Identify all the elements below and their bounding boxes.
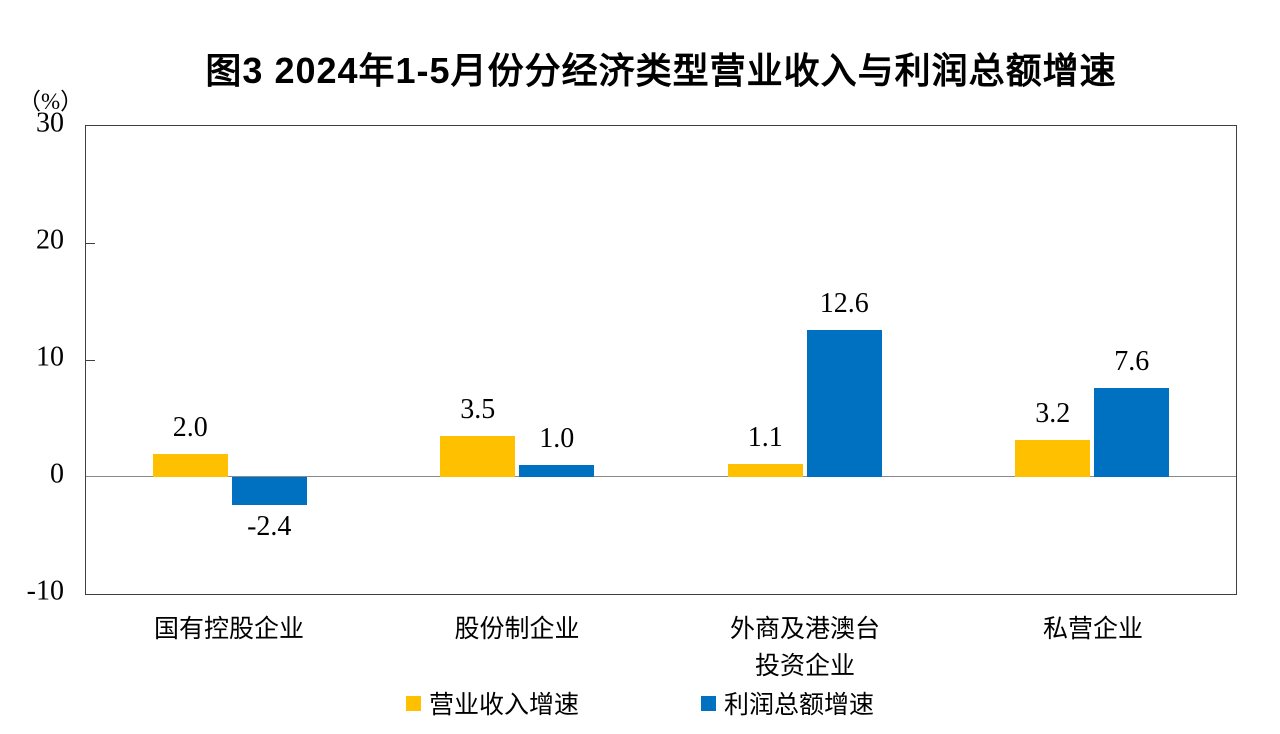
- bar-value-label: 3.5: [460, 394, 496, 426]
- x-category-label: 外商及港澳台 投资企业: [729, 616, 880, 680]
- legend-label: 利润总额增速: [724, 692, 875, 719]
- x-category-label: 国有控股企业: [153, 616, 304, 643]
- bar-value-label: 7.6: [1114, 346, 1150, 378]
- bar-value-label: 3.2: [1035, 397, 1071, 429]
- bar: [231, 477, 307, 506]
- x-axis-labels: 国有控股企业 股份制企业 外商及港澳台 投资企业 私营企业: [85, 611, 1237, 691]
- bar: [806, 329, 882, 477]
- x-category-label: 股份制企业: [454, 616, 580, 643]
- bar-value-label: -2.4: [247, 511, 292, 543]
- zero-line: [86, 476, 1236, 477]
- y-axis-unit-label: （%）: [18, 89, 84, 114]
- y-tick-mark: [86, 360, 95, 361]
- y-tick-mark: [86, 243, 95, 244]
- bar-value-label: 1.1: [747, 422, 783, 454]
- y-tick-label: 20: [36, 224, 64, 256]
- bar-value-label: 12.6: [819, 287, 869, 319]
- legend: 营业收入增速 利润总额增速: [0, 687, 1280, 719]
- bar: [152, 453, 228, 477]
- legend-entry: 利润总额增速: [701, 685, 874, 721]
- legend-label: 营业收入增速: [428, 692, 579, 719]
- y-tick-label: 0: [50, 458, 64, 490]
- bar: [1094, 388, 1170, 477]
- y-tick-label: -10: [26, 575, 64, 607]
- legend-swatch: [701, 695, 716, 711]
- legend-swatch: [405, 695, 421, 711]
- bar: [440, 436, 516, 477]
- y-tick-label: 30: [36, 107, 64, 139]
- plot-area: 2.0 3.5 1.1 3.2 -2.4 1.0 12.6 7.6: [85, 125, 1237, 595]
- bar: [519, 465, 595, 477]
- chart-title: 图3 2024年1-5月份分经济类型营业收入与利润总额增速: [205, 50, 1117, 91]
- bar: [727, 464, 803, 477]
- bar-value-label: 2.0: [172, 411, 208, 443]
- bar: [1015, 439, 1091, 477]
- x-category-label: 私营企业: [1042, 616, 1143, 643]
- y-tick-label: 10: [36, 341, 64, 373]
- bar-value-label: 1.0: [539, 423, 575, 455]
- legend-entry: 营业收入增速: [405, 685, 579, 721]
